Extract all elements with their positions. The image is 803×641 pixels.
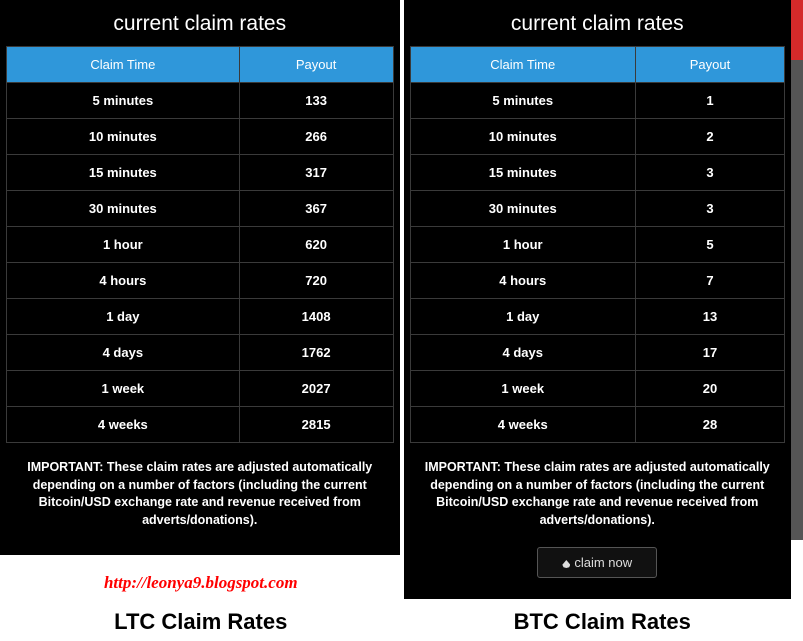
table-row: 10 minutes2 [410,119,785,155]
btc-payout-cell: 1 [635,83,784,119]
btc-col-payout: Payout [635,47,784,83]
btc-panel-inner: current claim rates Claim Time Payout 5 … [404,0,792,599]
ltc-payout-cell: 620 [239,227,393,263]
table-row: 10 minutes266 [7,119,394,155]
ltc-payout-cell: 1762 [239,335,393,371]
table-row: 1 day13 [410,299,785,335]
ltc-payout-cell: 2815 [239,407,393,443]
table-row: 1 day1408 [7,299,394,335]
table-row: 1 week20 [410,371,785,407]
table-row: 4 hours720 [7,263,394,299]
btc-payout-cell: 20 [635,371,784,407]
btc-time-cell: 5 minutes [410,83,635,119]
ltc-time-cell: 4 days [7,335,240,371]
btc-time-cell: 10 minutes [410,119,635,155]
source-url[interactable]: http://leonya9.blogspot.com [0,573,402,593]
table-row: 5 minutes133 [7,83,394,119]
ltc-payout-cell: 317 [239,155,393,191]
btc-time-cell: 1 week [410,371,635,407]
table-row: 4 weeks2815 [7,407,394,443]
table-row: 15 minutes3 [410,155,785,191]
btc-time-cell: 15 minutes [410,155,635,191]
table-row: 1 hour5 [410,227,785,263]
ltc-table: Claim Time Payout 5 minutes13310 minutes… [6,46,394,443]
ltc-payout-cell: 266 [239,119,393,155]
ltc-time-cell: 4 weeks [7,407,240,443]
ltc-col-payout: Payout [239,47,393,83]
btc-time-cell: 1 hour [410,227,635,263]
table-row: 4 days17 [410,335,785,371]
ltc-bottom-label: LTC Claim Rates [0,609,402,635]
table-row: 1 hour620 [7,227,394,263]
btc-time-cell: 4 weeks [410,407,635,443]
btc-payout-cell: 17 [635,335,784,371]
btc-time-cell: 4 hours [410,263,635,299]
btc-panel: current claim rates Claim Time Payout 5 … [402,0,803,641]
btc-payout-cell: 3 [635,155,784,191]
ltc-payout-cell: 720 [239,263,393,299]
ltc-time-cell: 1 hour [7,227,240,263]
ltc-panel: current claim rates Claim Time Payout 5 … [0,0,402,641]
table-row: 5 minutes1 [410,83,785,119]
btc-payout-cell: 28 [635,407,784,443]
btc-bottom-label: BTC Claim Rates [402,609,803,635]
ltc-time-cell: 30 minutes [7,191,240,227]
ltc-payout-cell: 2027 [239,371,393,407]
table-row: 4 days1762 [7,335,394,371]
ltc-time-cell: 5 minutes [7,83,240,119]
btc-time-cell: 4 days [410,335,635,371]
btc-col-time: Claim Time [410,47,635,83]
table-row: 30 minutes3 [410,191,785,227]
claim-now-label: claim now [574,555,632,570]
ltc-time-cell: 4 hours [7,263,240,299]
claim-now-button[interactable]: claim now [537,547,657,578]
btc-payout-cell: 3 [635,191,784,227]
ltc-important-note: IMPORTANT: These claim rates are adjuste… [16,459,384,529]
ltc-time-cell: 1 week [7,371,240,407]
ltc-title: current claim rates [6,12,394,36]
ad-strip [791,0,803,540]
btc-time-cell: 30 minutes [410,191,635,227]
ltc-panel-inner: current claim rates Claim Time Payout 5 … [0,0,400,555]
ltc-time-cell: 15 minutes [7,155,240,191]
table-row: 30 minutes367 [7,191,394,227]
btc-time-cell: 1 day [410,299,635,335]
ltc-payout-cell: 133 [239,83,393,119]
btc-payout-cell: 2 [635,119,784,155]
btc-table: Claim Time Payout 5 minutes110 minutes21… [410,46,786,443]
table-row: 4 weeks28 [410,407,785,443]
ltc-col-time: Claim Time [7,47,240,83]
btc-payout-cell: 5 [635,227,784,263]
ad-strip-gray [791,60,803,540]
table-row: 4 hours7 [410,263,785,299]
drop-icon [562,560,570,568]
ad-strip-red [791,0,803,60]
ltc-payout-cell: 1408 [239,299,393,335]
btc-payout-cell: 7 [635,263,784,299]
ltc-time-cell: 10 minutes [7,119,240,155]
btc-title: current claim rates [410,12,786,36]
ltc-time-cell: 1 day [7,299,240,335]
ltc-payout-cell: 367 [239,191,393,227]
table-row: 15 minutes317 [7,155,394,191]
btc-important-note: IMPORTANT: These claim rates are adjuste… [420,459,776,529]
btc-payout-cell: 13 [635,299,784,335]
table-row: 1 week2027 [7,371,394,407]
